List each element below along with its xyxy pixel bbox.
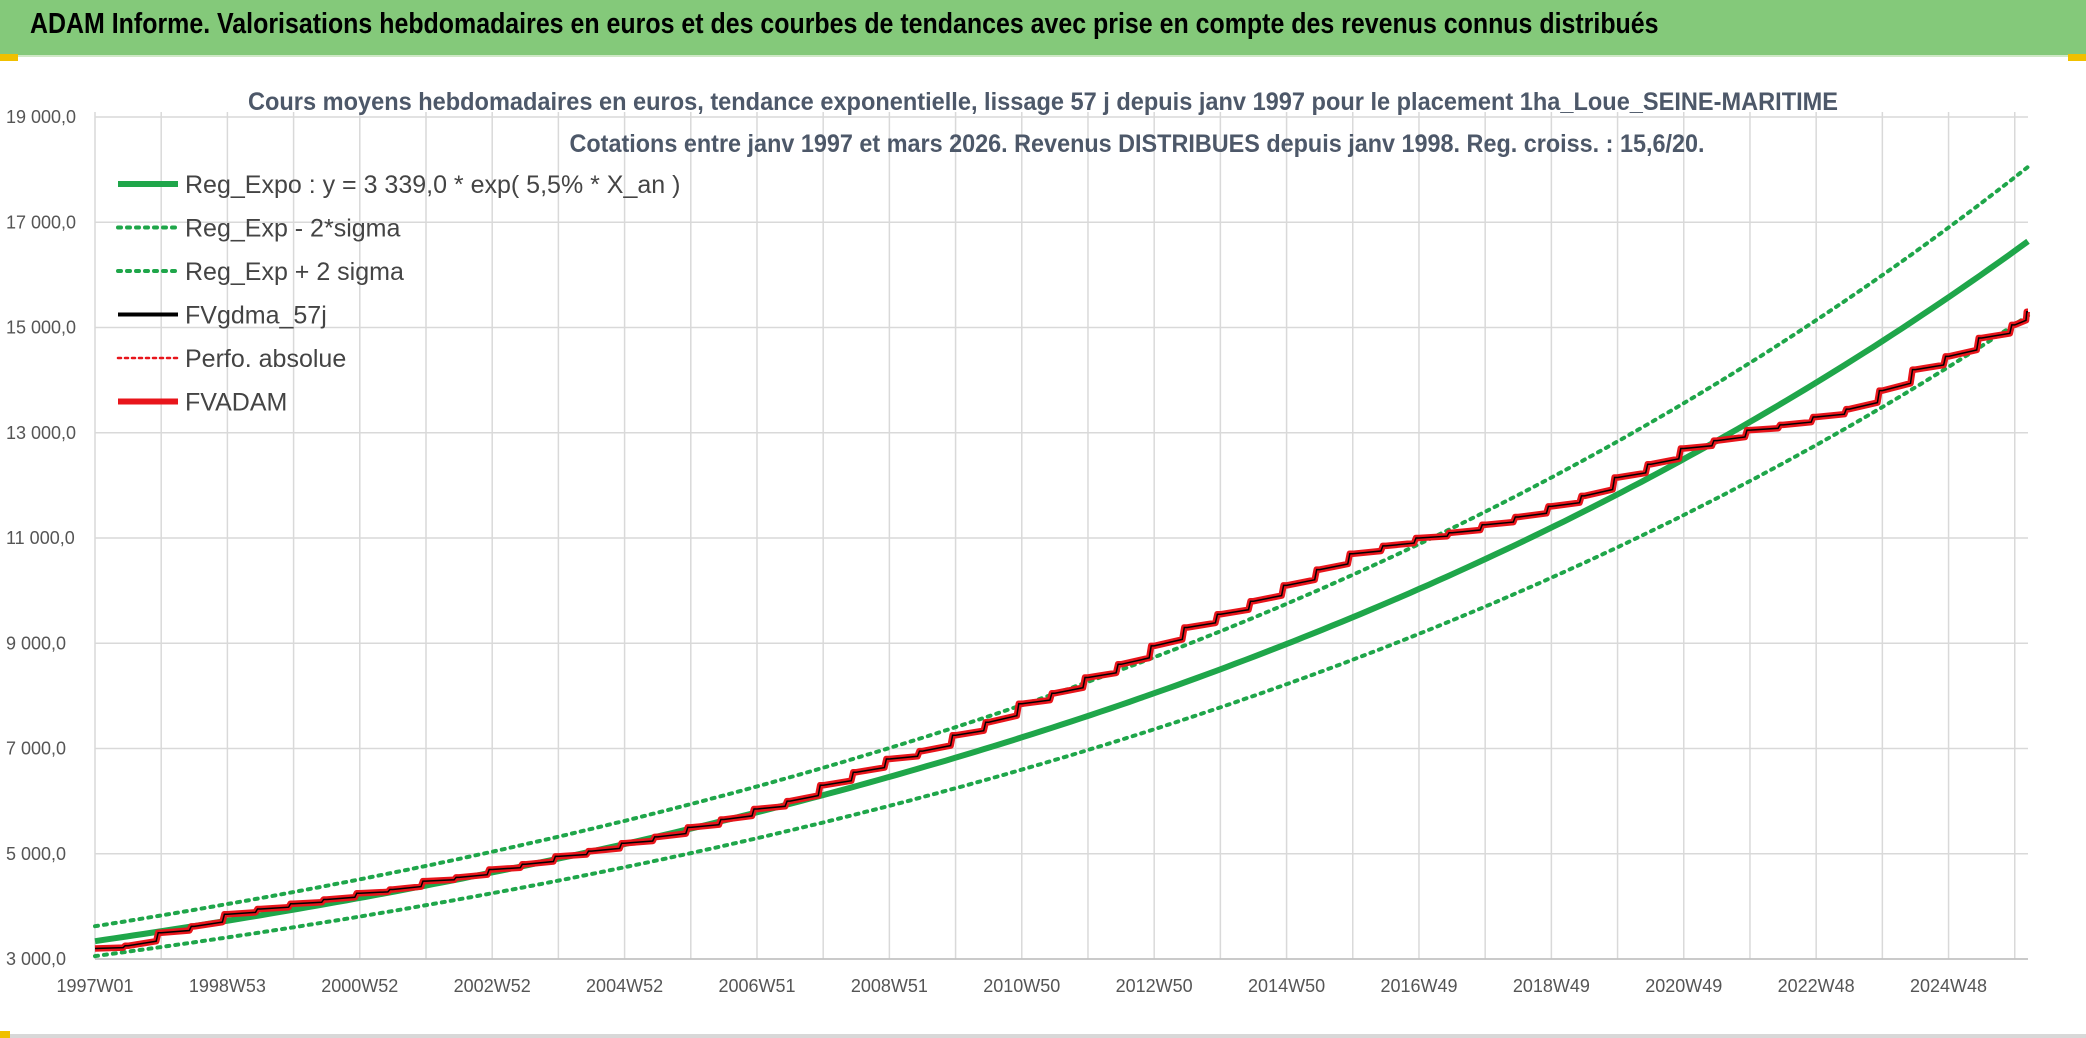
legend-entry-perfo-absolue-label: Perfo. absolue [185,345,346,373]
legend-entry-fvadam-label: FVADAM [185,389,287,417]
x-tick-label: 2024W48 [1910,976,1987,996]
bottom-strip [0,1034,2086,1038]
y-tick-label: 9 000,0 [6,633,66,653]
y-tick-label: 5 000,0 [6,844,66,864]
chart-title-line-2: Cotations entre janv 1997 et mars 2026. … [570,130,1705,158]
y-tick-label: 19 000,0 [6,107,76,127]
y-tick-label: 11 000,0 [6,528,75,548]
y-tick-label: 7 000,0 [6,739,66,759]
y-tick-label: 17 000,0 [6,212,76,232]
x-tick-label: 2014W50 [1248,976,1325,996]
series-line-reg-minus-2-sigma [93,313,2030,959]
series-line-fvgdma-57j [94,310,2028,950]
legend-entry-reg-minus-2-sigma-label: Reg_Exp - 2*sigma [185,215,400,243]
x-axis-ticks: 1997W01 1998W53 2000W52 2002W52 2004W52 2006W… [56,976,1987,996]
x-tick-label: 2000W52 [321,976,398,996]
y-tick-label: 3 000,0 [6,949,66,969]
corner-marker-bottom-left [0,1031,10,1038]
corner-marker-left [0,54,18,61]
series-line-reg-plus-2-sigma [93,164,2030,929]
y-tick-label: 15 000,0 [6,318,76,338]
series-line-fvadam [94,308,2031,952]
page-title: ADAM Informe. Valorisations hebdomadaire… [30,8,1659,40]
x-tick-label: 2018W49 [1513,976,1590,996]
x-tick-label: 2012W50 [1116,976,1193,996]
legend-entry-reg-expo-label: Reg_Expo : y = 3 339,0 * exp( 5,5% * X_a… [185,171,680,199]
x-tick-label: 2004W52 [586,976,663,996]
y-tick-label: 13 000,0 [6,423,76,443]
legend: Reg_Expo : y = 3 339,0 * exp( 5,5% * X_a… [116,171,680,417]
header-bar: ADAM Informe. Valorisations hebdomadaire… [0,0,2086,57]
chart-title-line-1: Cours moyens hebdomadaires en euros, ten… [248,88,1838,116]
x-tick-label: 2008W51 [851,976,928,996]
x-tick-label: 2022W48 [1778,976,1855,996]
x-tick-label: 2010W50 [983,976,1060,996]
x-tick-label: 1997W01 [56,976,133,996]
grid-layer [94,112,2028,960]
legend-entry-fvgdma-57j-label: FVgdma_57j [185,302,327,330]
x-tick-label: 2006W51 [718,976,795,996]
x-tick-label: 2020W49 [1645,976,1722,996]
legend-entry-reg-plus-2-sigma-label: Reg_Exp + 2 sigma [185,258,404,286]
x-tick-label: 1998W53 [189,976,266,996]
y-axis-ticks: 3 000,0 5 000,0 7 000,0 9 000,0 11 000,0 13 0… [6,107,76,969]
x-tick-label: 2002W52 [454,976,531,996]
corner-marker-right [2068,54,2086,61]
series-line-reg-expo [94,238,2030,945]
series-layer [93,164,2031,959]
x-tick-label: 2016W49 [1380,976,1457,996]
